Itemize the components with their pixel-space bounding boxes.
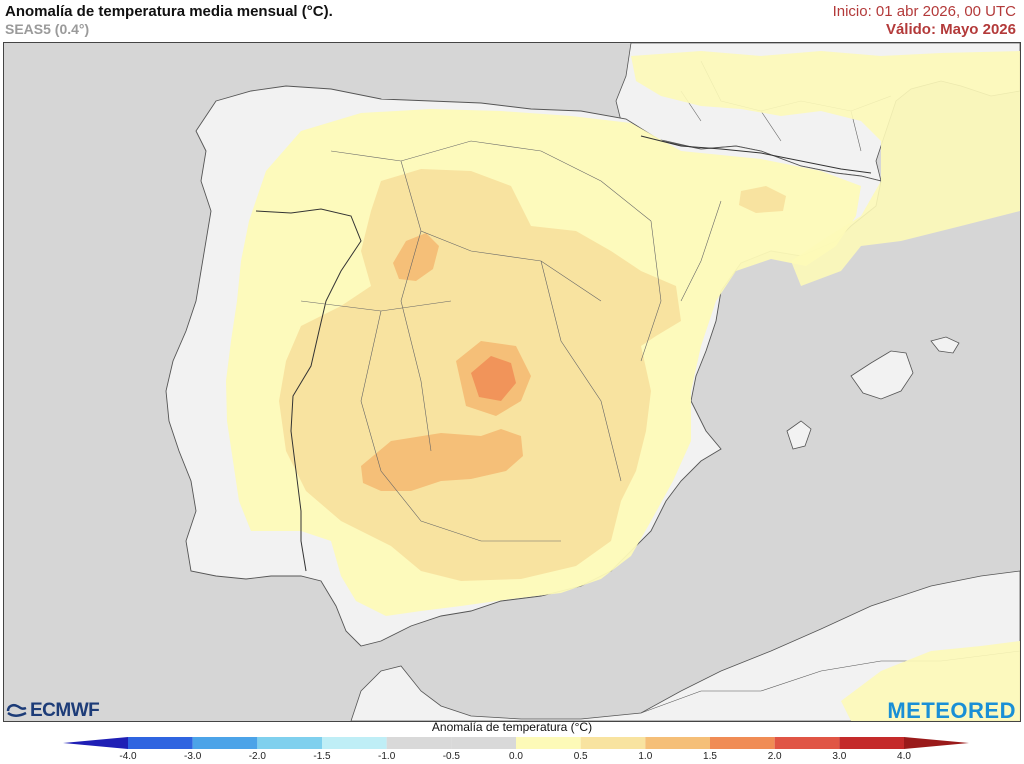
legend-tick-label: 1.5 [703, 751, 717, 762]
color-legend-bar [63, 737, 969, 749]
legend-cell [839, 737, 904, 749]
menorca-land [930, 336, 960, 354]
region-lines [300, 140, 722, 542]
legend-tick-label: -2.0 [248, 751, 266, 762]
legend-tick-label: -0.5 [442, 751, 460, 762]
legend-tick-label: -4.0 [119, 751, 137, 762]
legend-cell [774, 737, 840, 749]
ibiza-land [786, 420, 812, 450]
legend-arrow-low [63, 737, 128, 749]
anomaly-map [4, 43, 1020, 721]
ecmwf-logo-icon [6, 703, 27, 717]
chart-title: Anomalía de temperatura media mensual (°… [5, 3, 333, 20]
legend-title: Anomalía de temperatura (°C) [431, 720, 593, 734]
ecmwf-logo: ECMWF [6, 700, 100, 722]
legend-cell [710, 737, 775, 749]
legend-tick-label: 0.0 [509, 751, 523, 762]
legend-cell [128, 737, 193, 749]
legend-tick-label: -3.0 [184, 751, 202, 762]
pyrenees-border [640, 135, 872, 174]
france-anomaly [631, 51, 1020, 286]
meteored-logo: METEORED [887, 698, 1016, 723]
legend-cell [386, 737, 452, 749]
mallorca-land [850, 350, 914, 400]
anomaly-1-5-south [361, 429, 523, 491]
anomaly-1-5-north [393, 233, 439, 281]
anomaly-1-0-east [739, 186, 786, 213]
legend-tick-label: 0.5 [573, 751, 588, 762]
valid-period: Válido: Mayo 2026 [885, 21, 1016, 38]
africa-land [350, 570, 1020, 721]
portugal-border [255, 208, 362, 572]
legend-tick-label: 2.0 [767, 751, 782, 762]
legend-cell [645, 737, 710, 749]
init-date: Inicio: 01 abr 2026, 00 UTC [832, 3, 1016, 20]
legend-tick-label: -1.0 [378, 751, 396, 762]
map-panel [3, 42, 1021, 722]
legend-cell [322, 737, 387, 749]
legend-cell [192, 737, 258, 749]
legend-tick-label: 4.0 [897, 751, 911, 762]
legend-tick-label: 1.0 [638, 751, 653, 762]
africa-anomaly [841, 641, 1020, 721]
model-label: SEAS5 (0.4°) [5, 21, 90, 37]
legend-cell [580, 737, 646, 749]
legend-cell [516, 737, 581, 749]
legend-tick-label: 3.0 [832, 751, 847, 762]
anomaly-2-0-core [471, 356, 516, 401]
legend-cell [451, 737, 516, 749]
legend-arrow-high [904, 737, 969, 749]
legend-tick-label: -1.5 [313, 751, 331, 762]
ecmwf-logo-text: ECMWF [30, 700, 100, 721]
legend-cell [257, 737, 322, 749]
